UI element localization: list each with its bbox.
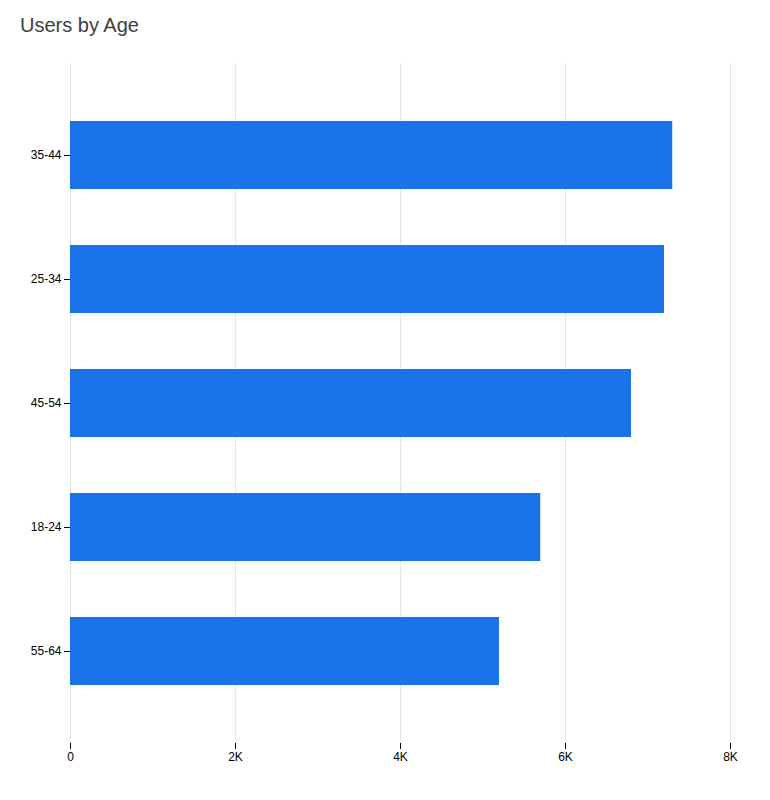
svg-text:18-24: 18-24 [31, 520, 62, 534]
svg-text:2K: 2K [228, 750, 243, 764]
html-text:Users by Age: Users by Age [20, 14, 139, 36]
svg-text:45-54: 45-54 [31, 396, 62, 410]
svg-text:25-34: 25-34 [31, 272, 62, 286]
svg-text:0: 0 [67, 750, 74, 764]
svg-text:8K: 8K [723, 750, 738, 764]
svg-text:55-64: 55-64 [31, 644, 62, 658]
svg-text:6K: 6K [558, 750, 573, 764]
svg-text:35-44: 35-44 [31, 148, 62, 162]
svg-text:4K: 4K [393, 750, 408, 764]
